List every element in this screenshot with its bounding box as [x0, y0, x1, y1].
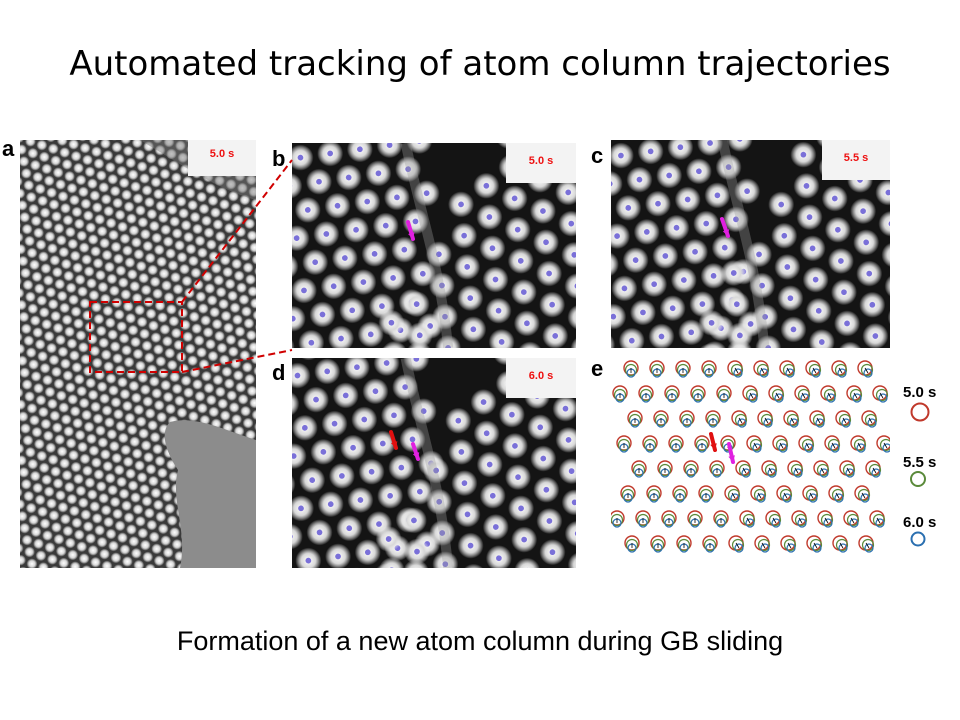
panel-a-stem-image: 5.0 s — [20, 140, 256, 568]
panel-b-time: 5.0 s — [506, 143, 576, 183]
panel-label-b: b — [272, 146, 286, 171]
panel-label-c: c — [591, 143, 604, 168]
panel-label-d: d — [272, 360, 286, 385]
panel-e-trajectory-map — [611, 358, 890, 568]
panel-e-circles — [611, 360, 890, 553]
panel-b-stem-image: 5.0 s — [292, 143, 576, 348]
panel-d-time: 6.0 s — [506, 358, 576, 398]
legend-label-0: 5.0 s — [903, 384, 937, 401]
panel-c-stem-image: 5.5 s — [611, 140, 890, 348]
legend-marker-2 — [910, 531, 926, 547]
legend-label-1: 5.5 s — [903, 454, 937, 471]
panel-d-lattice — [292, 358, 576, 568]
legend-marker-0 — [910, 402, 930, 422]
panel-d-stem-image: 6.0 s — [292, 358, 576, 568]
slide-title: Automated tracking of atom column trajec… — [69, 44, 891, 84]
legend-marker-1 — [910, 471, 926, 487]
panel-c-time: 5.5 s — [822, 140, 890, 180]
panel-a-time: 5.0 s — [188, 140, 256, 176]
panel-c-lattice — [611, 140, 890, 348]
slide-caption: Formation of a new atom column during GB… — [176, 626, 784, 656]
legend-markers — [910, 402, 930, 547]
panel-label-e: e — [591, 356, 604, 381]
panel-label-a: a — [2, 136, 15, 161]
panel-a-lattice — [20, 140, 256, 568]
legend-label-2: 6.0 s — [903, 514, 937, 531]
